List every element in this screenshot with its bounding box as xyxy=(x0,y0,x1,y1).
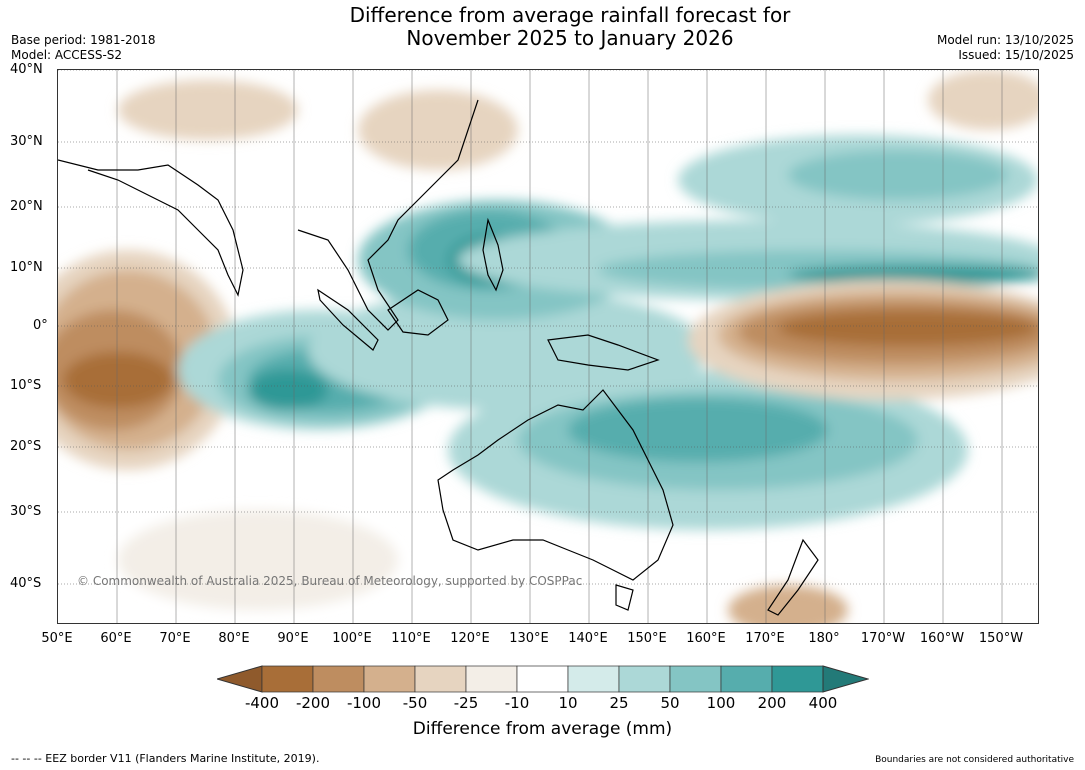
colorbar-over-arrow xyxy=(822,665,869,693)
colorbar-swatch xyxy=(414,665,467,693)
lat-label-20s: 20°S xyxy=(10,439,42,454)
colorbar-tick-label: -200 xyxy=(295,694,331,712)
colorbar xyxy=(217,665,869,693)
graticule xyxy=(58,70,1038,623)
colorbar-tick-label: 10 xyxy=(558,694,578,712)
lon-label: 50°E xyxy=(41,631,73,646)
lon-label: 160°E xyxy=(686,631,726,646)
lon-label: 170°W xyxy=(860,631,906,646)
lon-label: 140°E xyxy=(568,631,608,646)
issued-date: Issued: 15/10/2025 xyxy=(958,48,1074,62)
lat-label-30s: 30°S xyxy=(10,504,42,519)
colorbar-swatch xyxy=(261,665,314,693)
colorbar-tick-label: -100 xyxy=(346,694,382,712)
map-title: Difference from average rainfall forecas… xyxy=(0,4,1085,50)
colorbar-tick-label: -10 xyxy=(504,694,530,712)
colorbar-swatch xyxy=(312,665,365,693)
colorbar-swatch xyxy=(516,665,569,693)
lat-label-0: 0° xyxy=(33,318,48,333)
lon-label: 180° xyxy=(808,631,840,646)
colorbar-swatch xyxy=(771,665,824,693)
lat-label-20n: 20°N xyxy=(10,199,43,214)
colorbar-tick-label: -25 xyxy=(453,694,479,712)
title-line-1: Difference from average rainfall forecas… xyxy=(349,3,791,27)
lon-label: 110°E xyxy=(391,631,431,646)
lon-label: 60°E xyxy=(100,631,132,646)
boundaries-disclaimer: Boundaries are not considered authoritat… xyxy=(875,755,1074,765)
lon-label: 160°W xyxy=(919,631,965,646)
copyright-notice: © Commonwealth of Australia 2025, Bureau… xyxy=(77,574,583,588)
colorbar-tick-label: 400 xyxy=(808,694,838,712)
colorbar-swatch xyxy=(669,665,722,693)
model-name: Model: ACCESS-S2 xyxy=(11,48,123,62)
lat-label-40s: 40°S xyxy=(10,576,42,591)
lon-label: 170°E xyxy=(745,631,785,646)
lon-label: 70°E xyxy=(159,631,191,646)
lon-label: 90°E xyxy=(277,631,309,646)
map-canvas xyxy=(58,70,1038,623)
lon-label: 80°E xyxy=(218,631,250,646)
meta-left: Base period: 1981-2018 Model: ACCESS-S2 xyxy=(11,33,156,63)
colorbar-swatch xyxy=(567,665,620,693)
model-run: Model run: 13/10/2025 xyxy=(936,33,1074,47)
lat-label-40n: 40°N xyxy=(10,62,43,77)
lat-label-10s: 10°S xyxy=(10,378,42,393)
meta-right: Model run: 13/10/2025 Issued: 15/10/2025 xyxy=(937,33,1074,63)
lat-label-10n: 10°N xyxy=(10,260,43,275)
colorbar-label: Difference from average (mm) xyxy=(412,719,673,739)
lat-label-30n: 30°N xyxy=(10,134,43,149)
title-line-2: November 2025 to January 2026 xyxy=(406,26,734,50)
colorbar-under-arrow xyxy=(217,665,263,693)
lon-label: 150°E xyxy=(627,631,667,646)
rainfall-anomaly-field xyxy=(58,70,1038,623)
coastlines xyxy=(58,99,819,616)
lon-label: 120°E xyxy=(450,631,490,646)
colorbar-tick-label: -400 xyxy=(244,694,280,712)
colorbar-swatch xyxy=(720,665,773,693)
colorbar-swatch xyxy=(618,665,671,693)
lon-label: 150°W xyxy=(978,631,1024,646)
lon-label: 130°E xyxy=(509,631,549,646)
base-period: Base period: 1981-2018 xyxy=(11,33,156,47)
colorbar-swatch xyxy=(465,665,518,693)
eez-border-note: -- -- -- EEZ border V11 (Flanders Marine… xyxy=(11,752,320,765)
colorbar-tick-label: 200 xyxy=(757,694,787,712)
colorbar-swatch xyxy=(363,665,416,693)
colorbar-tick-label: 50 xyxy=(660,694,680,712)
colorbar-tick-label: 100 xyxy=(706,694,736,712)
colorbar-tick-label: -50 xyxy=(402,694,428,712)
rainfall-map[interactable] xyxy=(57,69,1039,624)
lon-label: 100°E xyxy=(332,631,372,646)
colorbar-tick-label: 25 xyxy=(609,694,629,712)
